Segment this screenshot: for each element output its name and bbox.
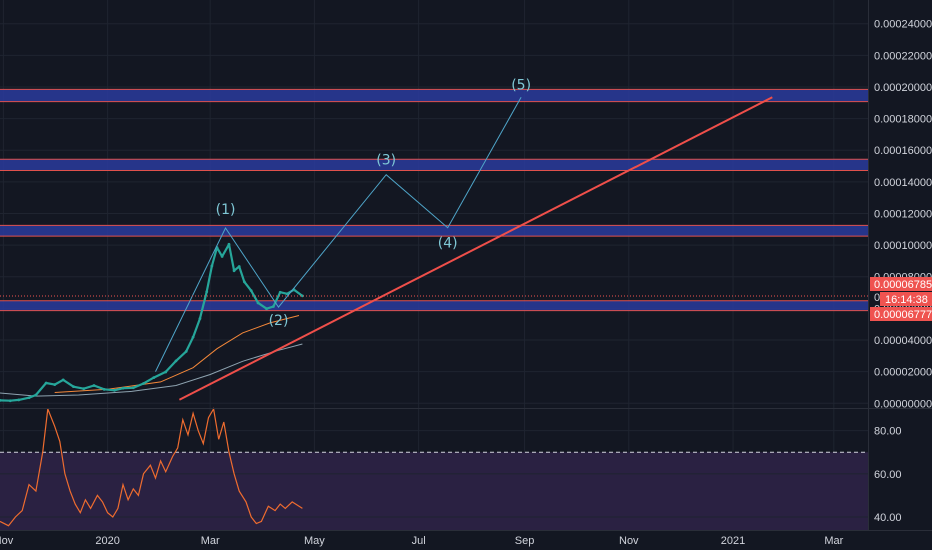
oscillator-line[interactable] bbox=[0, 407, 303, 527]
wave-label: (1) bbox=[216, 202, 236, 218]
partial-price-tick: 0. bbox=[874, 292, 883, 304]
price-point bbox=[174, 359, 178, 363]
price-point bbox=[34, 393, 38, 397]
price-point bbox=[220, 255, 224, 258]
oscillator-band-fill bbox=[0, 452, 868, 530]
price-point bbox=[285, 292, 289, 296]
last-price-tag: 0.00006785 bbox=[874, 279, 932, 291]
price-point bbox=[102, 387, 106, 391]
price-tick-label: 0.00020000 bbox=[874, 82, 932, 94]
wave-path[interactable] bbox=[155, 97, 522, 372]
moving-averages bbox=[0, 315, 303, 397]
price-point bbox=[164, 370, 168, 374]
oscillator-panel[interactable] bbox=[0, 407, 868, 530]
bid-price-tag: 0.00006777 bbox=[874, 309, 932, 321]
time-tick-label: Nov bbox=[0, 535, 14, 547]
price-point bbox=[82, 387, 86, 391]
wave-label: (5) bbox=[511, 77, 531, 93]
price-point bbox=[53, 383, 57, 386]
price-point bbox=[227, 242, 231, 246]
oscillator-axis[interactable]: 80.00 60.00 40.00 bbox=[868, 409, 932, 530]
price-point bbox=[205, 290, 209, 294]
price-point bbox=[184, 349, 188, 353]
wave-label: (2) bbox=[269, 313, 289, 329]
ma-fast-line bbox=[54, 315, 300, 393]
price-tick-label: 0.00002000 bbox=[874, 367, 932, 379]
price-point bbox=[301, 294, 304, 298]
price-point bbox=[131, 386, 135, 390]
last-price-tag-bg bbox=[870, 277, 932, 291]
ma-slow-line bbox=[0, 343, 303, 397]
price-tick-label: 0.00012000 bbox=[874, 208, 932, 220]
price-point bbox=[142, 382, 145, 385]
price-point bbox=[113, 388, 116, 392]
resistance-zone[interactable] bbox=[0, 159, 868, 171]
price-tick-label: 0.00004000 bbox=[874, 335, 932, 347]
price-tick-label: 0.00016000 bbox=[874, 145, 932, 157]
resistance-zones[interactable] bbox=[0, 88, 868, 312]
price-axis-background bbox=[868, 0, 932, 408]
bid-price-tag-bg bbox=[870, 307, 932, 321]
countdown-tag: 16:14:38 bbox=[885, 294, 928, 306]
resistance-zone[interactable] bbox=[0, 300, 868, 311]
price-tick-label: 0.00018000 bbox=[874, 114, 932, 126]
price-point bbox=[210, 264, 214, 268]
price-point bbox=[121, 386, 125, 390]
oscillator-tick-label: 40.00 bbox=[874, 512, 902, 524]
price-tick-label: 0.00022000 bbox=[874, 50, 932, 62]
price-point bbox=[271, 305, 275, 308]
price-point bbox=[198, 317, 202, 321]
price-tick-label: 0.00024000 bbox=[874, 19, 932, 31]
price-point bbox=[8, 399, 12, 403]
resistance-zone[interactable] bbox=[0, 89, 868, 102]
time-tick-label: Mar bbox=[201, 535, 220, 547]
countdown-tag-bg bbox=[880, 292, 932, 306]
price-point bbox=[0, 399, 2, 402]
price-point bbox=[278, 290, 282, 294]
time-tick-label: Sep bbox=[515, 535, 535, 547]
time-tick-label: May bbox=[304, 535, 325, 547]
price-point bbox=[17, 398, 21, 402]
price-point bbox=[191, 335, 195, 339]
resistance-zone[interactable] bbox=[0, 225, 868, 237]
price-axis[interactable]: 0.00024000 0.00022000 0.00020000 0.00018000… bbox=[868, 0, 932, 410]
price-point bbox=[27, 396, 31, 400]
price-point bbox=[237, 265, 241, 268]
price-point bbox=[44, 381, 48, 385]
wave-label: (3) bbox=[376, 153, 396, 169]
price-point bbox=[265, 307, 268, 311]
price-tick-label: 0.00000000 bbox=[874, 398, 932, 410]
price-point bbox=[256, 301, 260, 305]
price-point bbox=[61, 378, 65, 382]
price-point bbox=[72, 385, 75, 389]
elliott-wave[interactable]: (1) (2) (3) (4) (5) bbox=[155, 77, 532, 372]
support-trendline[interactable] bbox=[178, 96, 773, 401]
price-line[interactable] bbox=[0, 243, 304, 402]
trendline-layer[interactable] bbox=[178, 96, 773, 401]
time-tick-label: 2020 bbox=[95, 535, 119, 547]
oscillator-tick-label: 60.00 bbox=[874, 469, 902, 481]
time-tick-label: Mar bbox=[824, 535, 843, 547]
wave-label: (4) bbox=[438, 236, 458, 252]
price-point bbox=[232, 269, 236, 273]
price-point bbox=[242, 280, 246, 284]
price-point bbox=[152, 376, 156, 380]
time-axis[interactable]: Nov 2020 Mar May Jul Sep Nov 2021 Mar bbox=[0, 535, 844, 547]
oscillator-tick-label: 80.00 bbox=[874, 426, 902, 438]
price-point bbox=[249, 289, 253, 293]
price-tick-label: 0.00010000 bbox=[874, 240, 932, 252]
time-tick-label: Jul bbox=[412, 535, 426, 547]
time-tick-label: Nov bbox=[619, 535, 639, 547]
price-series[interactable] bbox=[0, 242, 304, 403]
price-point bbox=[92, 384, 96, 387]
price-tick-label: 0.00014000 bbox=[874, 177, 932, 189]
oscillator-axis-background bbox=[868, 409, 932, 530]
time-tick-label: 2021 bbox=[721, 535, 745, 547]
price-tags: 0.00006785 0. 16:14:38 0.00006777 bbox=[870, 277, 932, 321]
